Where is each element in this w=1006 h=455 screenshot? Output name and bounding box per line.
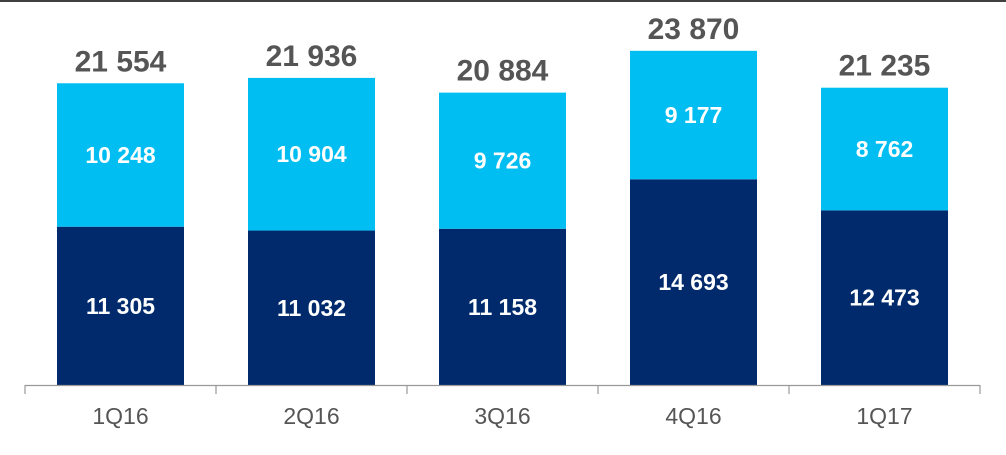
segment-label-lower: 11 032 [277, 295, 346, 321]
bars-layer [57, 50, 948, 385]
bar-segment-upper [57, 83, 184, 227]
x-axis: 1Q16 2Q16 3Q16 4Q16 1Q17 [24, 384, 981, 429]
bar-segment-upper [439, 92, 566, 229]
segment-label-lower: 11 305 [86, 293, 155, 319]
bar-segment-lower [821, 210, 948, 385]
bar-segment-lower [57, 226, 184, 385]
segment-label-upper: 9 726 [474, 148, 532, 174]
total-label: 23 870 [648, 13, 740, 46]
segment-label-lower: 11 158 [468, 294, 537, 320]
labels-layer: 11 305 10 248 21 554 11 032 10 904 21 936 11 1… [75, 13, 931, 321]
x-tick-label: 1Q17 [856, 403, 912, 429]
bar-segment-upper [821, 87, 948, 211]
bar-segment-lower [630, 179, 757, 385]
total-label: 20 884 [457, 55, 549, 88]
bar-segment-upper [248, 77, 375, 231]
x-tick-label: 2Q16 [283, 403, 339, 429]
segment-label-upper: 10 248 [85, 142, 156, 168]
segment-label-upper: 8 762 [856, 136, 914, 162]
segment-label-lower: 12 473 [849, 285, 919, 311]
bar-segment-lower [439, 228, 566, 385]
x-tick-label: 3Q16 [474, 403, 530, 429]
x-tick-label: 1Q16 [92, 403, 148, 429]
segment-label-upper: 9 177 [665, 102, 723, 128]
bar-segment-lower [248, 230, 375, 385]
total-label: 21 936 [266, 40, 358, 73]
total-label: 21 554 [75, 45, 167, 78]
bar-segment-upper [630, 50, 757, 180]
segment-label-lower: 14 693 [658, 269, 728, 295]
total-label: 21 235 [839, 50, 931, 83]
segment-label-upper: 10 904 [276, 141, 347, 167]
x-tick-label: 4Q16 [665, 403, 721, 429]
